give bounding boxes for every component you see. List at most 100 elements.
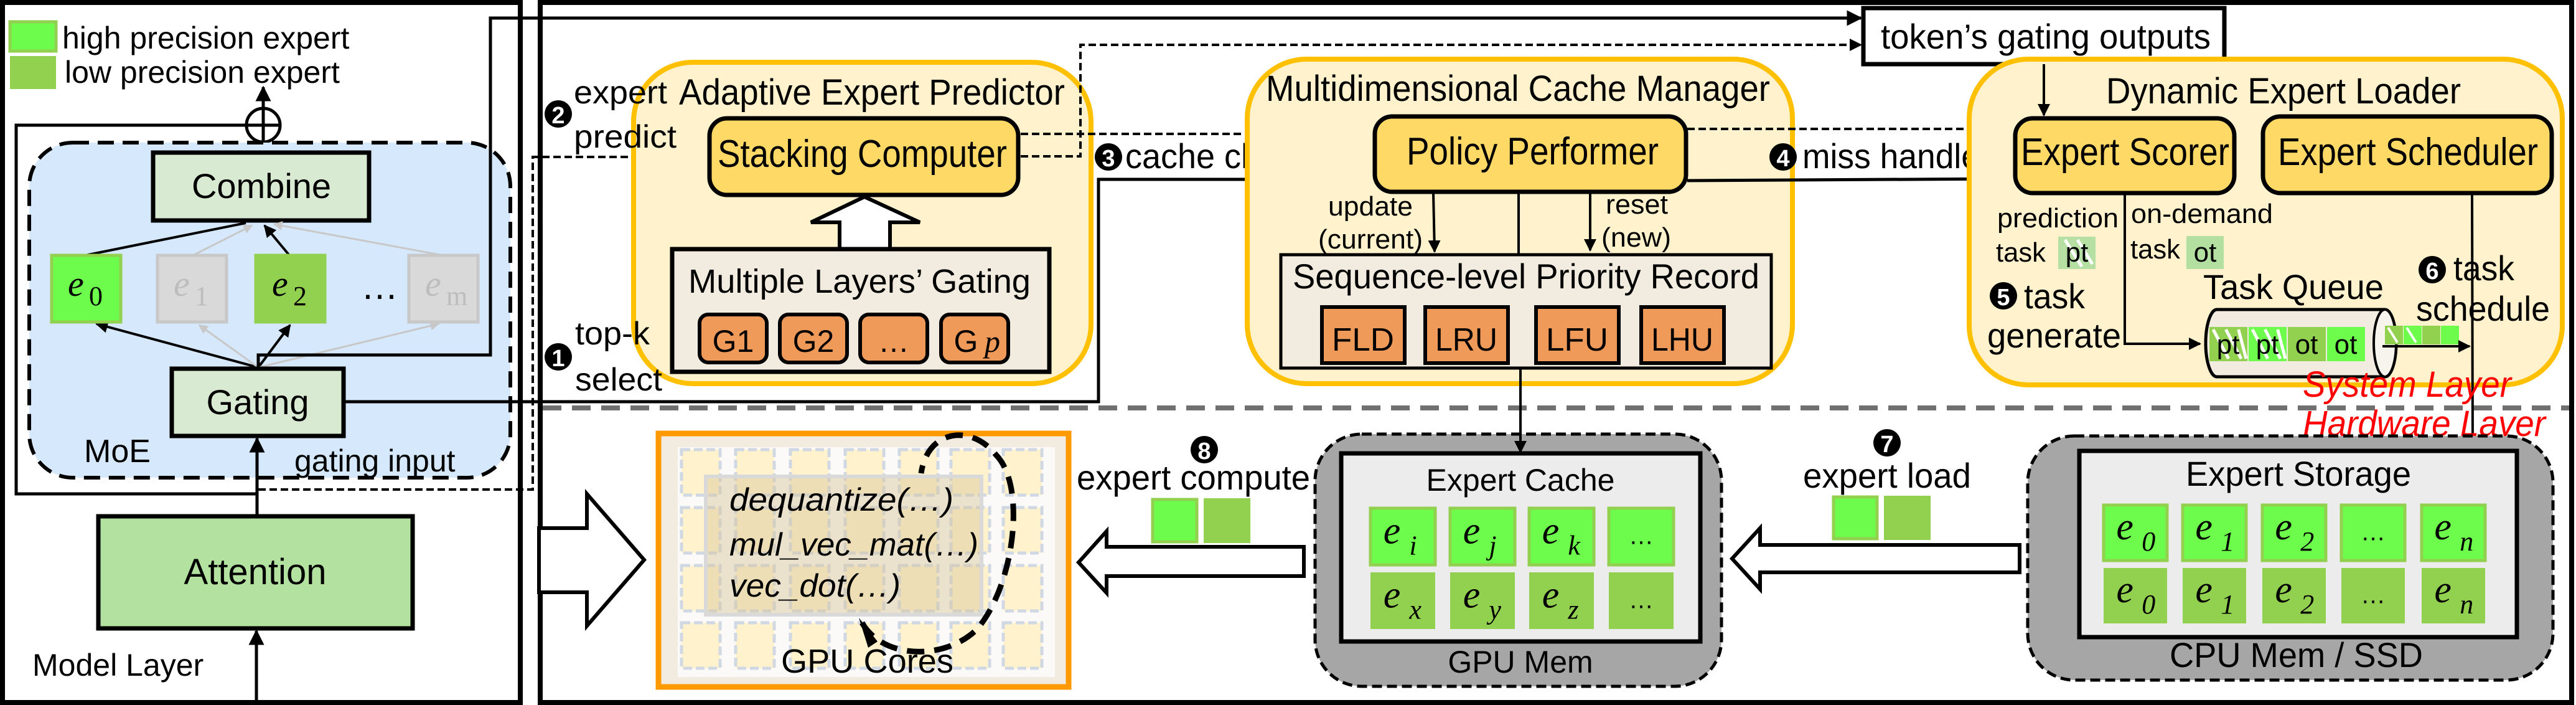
loader-title: Dynamic Expert Loader [2106, 71, 2461, 111]
prediction-task-label: task [1996, 237, 2046, 268]
expert-cell-symbol: e [2275, 569, 2292, 611]
legend: high precision expert low precision expe… [8, 20, 349, 90]
kernel-vec-dot: vec_dot(…) [729, 568, 901, 604]
expert-cell-index: 2 [2300, 589, 2314, 620]
expert-symbol: e [68, 263, 84, 304]
expert-cell [2183, 568, 2246, 623]
step-1-number: 1 [551, 346, 564, 372]
expert-cell-symbol: e [2195, 506, 2213, 548]
legend-low-label: low precision expert [65, 55, 340, 90]
expert-cell-index: j [1486, 531, 1496, 561]
expert-cell-symbol: e [1463, 509, 1481, 552]
policy-fld [1320, 305, 1407, 365]
expert-cell [1450, 572, 1515, 629]
gpu-core [680, 621, 722, 670]
expert-cell [1609, 572, 1674, 629]
adaptive-expert-predictor: Adaptive Expert Predictor Stacking Compu… [631, 60, 1094, 386]
update-label: update [1328, 191, 1413, 222]
expert-cell-symbol: e [2195, 569, 2213, 611]
gating-label: Gating [207, 382, 309, 422]
residual-connection [14, 123, 256, 496]
gating-to-e0-arrow [95, 321, 259, 369]
gpu-cores: dequantize(…) mul_vec_mat(…) vec_dot(…) … [655, 430, 1072, 690]
update-arrow [1428, 192, 1441, 253]
policy-lru [1423, 305, 1510, 365]
step-6-label-line1: task [2453, 248, 2515, 288]
step-7-expert-load: 7 expert load [1803, 429, 1971, 541]
step-1-label-line2: select [575, 362, 663, 398]
stacking-to-token-outputs-line [1021, 39, 1862, 158]
policy-performer-label: Policy Performer [1407, 130, 1659, 173]
gating-input-to-stacking-line [258, 151, 708, 491]
legend-low-swatch [10, 56, 56, 89]
em-to-combine-arrow [273, 221, 444, 257]
step-4-miss-handle: 4 miss handle [1769, 136, 1980, 176]
step-2-number: 2 [551, 103, 564, 129]
expert-cell [1370, 572, 1435, 629]
core-grid [680, 448, 1044, 670]
step-8-label: expert compute [1077, 458, 1310, 497]
hollow-left-arrow-load-icon [1729, 523, 2021, 594]
expert-index: 1 [195, 281, 208, 311]
gate-box [858, 313, 929, 364]
expert-storage-cells: e 0 e 1 e 2… e ne 0 e 1 e 2… e n [2102, 503, 2487, 623]
task-queue-title: Task Queue [2203, 267, 2384, 306]
expert-cell-index: y [1486, 595, 1501, 625]
cache-manager-title: Multidimensional Cache Manager [1266, 69, 1770, 109]
gpu-core [949, 621, 991, 670]
step-6-label-line2: schedule [2416, 289, 2550, 328]
stripe [2387, 326, 2399, 344]
e1-to-combine-arrow [192, 224, 253, 257]
step-4-number: 4 [1776, 146, 1789, 172]
expert-cell [1448, 506, 1517, 567]
reset-label: reset [1606, 189, 1668, 220]
moe-label: MoE [84, 433, 151, 470]
expert-index: 2 [293, 281, 307, 311]
gpu-core [734, 506, 776, 555]
cpu-mem-ssd-label: CPU Mem / SSD [2170, 635, 2423, 674]
token-gating-outputs-label: token’s gating outputs [1881, 17, 2211, 56]
ot-badge-label: ot [2194, 237, 2217, 268]
expert-e0 [50, 253, 123, 324]
gpu-core [734, 564, 776, 613]
high-precision-expert-chip [1832, 495, 1879, 541]
step-6-number: 6 [2425, 258, 2438, 285]
expert-cell [1527, 506, 1596, 567]
expert-cell [2422, 568, 2485, 623]
scheduler-to-storage-arrow [2466, 194, 2479, 450]
expert-cell-index: x [1408, 595, 1421, 625]
step-5-task-generate: 5 task generate [1987, 277, 2121, 355]
policy-label: LRU [1435, 322, 1497, 358]
gate-box [939, 313, 1010, 364]
expert-scorer-box [2013, 116, 2237, 196]
gpu-core [1001, 621, 1044, 670]
gpu-core [843, 564, 886, 613]
gating-to-e1-arrow [198, 324, 259, 369]
gpu-core [897, 506, 940, 555]
expert-cell [2260, 503, 2328, 562]
gate-label: … [878, 324, 909, 359]
expert-em [407, 253, 480, 324]
expert-cell-index: n [2460, 526, 2473, 557]
step-1-label-line1: top-k [575, 316, 650, 352]
dispatched-task [2441, 326, 2459, 344]
expert-cell-symbol: e [2116, 506, 2133, 548]
gating-to-token-outputs-line [256, 10, 1863, 367]
expert-cell-symbol: e [2275, 506, 2292, 548]
stacking-computer-box [707, 116, 1021, 197]
gate-box [698, 313, 769, 364]
predictor-title: Adaptive Expert Predictor [679, 72, 1065, 113]
attention-box [96, 514, 415, 631]
prediction-label: prediction [1997, 203, 2119, 234]
step-8-number: 8 [1197, 438, 1211, 465]
step-7-number: 7 [1880, 432, 1893, 458]
multidimensional-cache-manager: Multidimensional Cache Manager Policy Pe… [1245, 57, 1795, 386]
step-3-number: 3 [1102, 146, 1115, 172]
low-precision-expert-chip [1204, 498, 1250, 543]
gate-suffix: p [983, 324, 1000, 359]
expert-cell-index: n [2460, 589, 2473, 620]
stripe [2211, 328, 2230, 360]
on-demand-task-label: task [2130, 234, 2181, 265]
